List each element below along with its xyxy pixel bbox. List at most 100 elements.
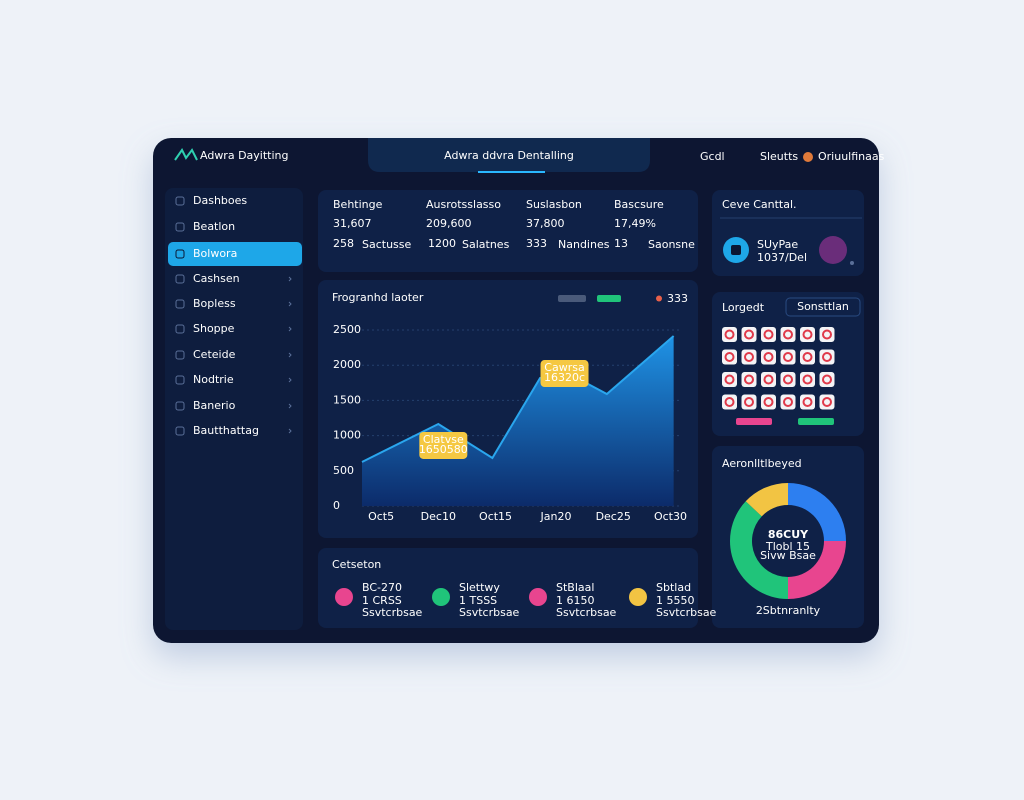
grid-icon[interactable] (800, 349, 815, 365)
donut-center: 86CUY (768, 528, 809, 541)
y-tick-label: 1000 (333, 429, 361, 442)
stat-tag: Nandines (558, 238, 610, 251)
grid-icon[interactable] (819, 327, 835, 342)
nav-icon (175, 426, 185, 436)
grid-icon[interactable] (780, 394, 796, 410)
grid-icon-glyph (822, 397, 832, 407)
donut-segment (788, 541, 846, 599)
grid-icon[interactable] (800, 327, 815, 342)
annotation-text: Clatvse (423, 433, 464, 446)
chip (736, 418, 772, 425)
grid-icon-glyph (783, 374, 793, 385)
grid-icon[interactable] (741, 394, 757, 410)
stat-tag: Saonsne (648, 238, 695, 251)
chevron (288, 326, 292, 332)
header-tab (368, 138, 650, 172)
panel-title: Cetseton (332, 558, 381, 571)
item-note: Ssvtcrbsae (656, 606, 717, 619)
area (362, 335, 674, 506)
grid-icon[interactable] (722, 394, 737, 410)
chevron (288, 276, 292, 282)
nav-item[interactable]: Cashsen (193, 272, 240, 285)
y-tick-label: 500 (333, 464, 354, 477)
grid-icon[interactable] (819, 349, 835, 365)
search-placeholder: Sonsttlan (797, 300, 849, 313)
grid-icon-glyph (724, 374, 735, 385)
grid-icon[interactable] (819, 372, 835, 387)
stat-sub: 258 (333, 237, 354, 250)
donut-footer: 2Sbtnranlty (756, 604, 821, 617)
grid-icon[interactable] (780, 327, 796, 342)
grid-icon[interactable] (741, 372, 757, 387)
grid-icon-glyph (783, 397, 793, 407)
nav-icon (175, 274, 185, 284)
nav-item[interactable]: Shoppe (193, 322, 235, 335)
grid-icon[interactable] (722, 372, 737, 387)
menu-item[interactable]: Sleutts (760, 150, 798, 163)
x-tick-label: Oct15 (479, 510, 512, 523)
nav-item[interactable]: Ceteide (193, 348, 236, 361)
grid-icon[interactable] (800, 394, 815, 410)
item-note: Ssvtcrbsae (556, 606, 617, 619)
grid-icon[interactable] (780, 349, 796, 365)
grid-icon-glyph (744, 352, 754, 362)
grid-icon[interactable] (741, 327, 757, 342)
grid-icon[interactable] (722, 349, 737, 365)
nav-item[interactable]: Bautthattag (193, 424, 259, 437)
grid-icon[interactable] (761, 349, 776, 365)
x-tick-label: Dec25 (596, 510, 631, 523)
grid-icon[interactable] (780, 372, 796, 387)
grid-icon[interactable] (761, 327, 776, 342)
profile-sub: 1037/Del (757, 251, 807, 264)
donut-sub: Sivw Bsae (760, 549, 816, 562)
active-item-bg (168, 242, 302, 266)
chevron (288, 377, 292, 383)
nav-item[interactable]: Bolwora (193, 247, 237, 260)
panel-title: Lorgedt (722, 301, 765, 314)
menu-item[interactable]: Gcdl (700, 150, 725, 163)
nav-item[interactable]: Banerio (193, 399, 236, 412)
stat-tag: Sactusse (362, 238, 412, 251)
grid-icon[interactable] (722, 327, 737, 342)
grid-icon[interactable] (761, 372, 776, 387)
chevron (288, 352, 292, 358)
nav-item[interactable]: Beatlon (193, 220, 235, 233)
chart-title: Frogranhd laoter (332, 291, 424, 304)
header-title: Adwra ddvra Dentalling (444, 149, 574, 162)
line (361, 335, 675, 463)
item-name: Sbtlad (656, 581, 691, 594)
stat-value: 17,49% (614, 217, 656, 230)
grid-icon-glyph (783, 329, 793, 340)
search-box[interactable] (785, 297, 861, 317)
grid-icon-glyph (763, 397, 774, 407)
nav-item[interactable]: Bopless (193, 297, 236, 310)
chevron (288, 428, 292, 434)
legend-chip (597, 295, 621, 302)
logo: Adwra Dayitting (200, 149, 288, 162)
nav-icon (175, 324, 185, 334)
stat-label: Ausrotsslasso (426, 198, 501, 211)
nav-icon (175, 350, 185, 360)
grid-icon-glyph (802, 352, 813, 362)
item-name: Slettwy (459, 581, 500, 594)
nav-item[interactable]: Dashboes (193, 194, 247, 207)
nav-item[interactable]: Nodtrie (193, 373, 234, 386)
grid-icon[interactable] (800, 372, 815, 387)
stat-value: 31,607 (333, 217, 372, 230)
stat-tag: Salatnes (462, 238, 510, 251)
grid-icon-glyph (744, 397, 754, 407)
stats-panel (318, 190, 698, 272)
grid-icon[interactable] (819, 394, 835, 410)
nav-icon (175, 401, 185, 411)
nav-icon (175, 222, 185, 232)
stat-sub: 333 (526, 237, 547, 250)
grid-icon[interactable] (761, 394, 776, 410)
donut-segment (788, 483, 846, 541)
nav-icon (175, 299, 185, 309)
x-tick-label: Oct30 (654, 510, 687, 523)
annotation-text: Cawrsa (544, 361, 584, 374)
item-note: Ssvtcrbsae (459, 606, 520, 619)
grid-icon[interactable] (741, 349, 757, 365)
stat-sub: 1200 (428, 237, 456, 250)
grid-icon-glyph (783, 352, 793, 362)
